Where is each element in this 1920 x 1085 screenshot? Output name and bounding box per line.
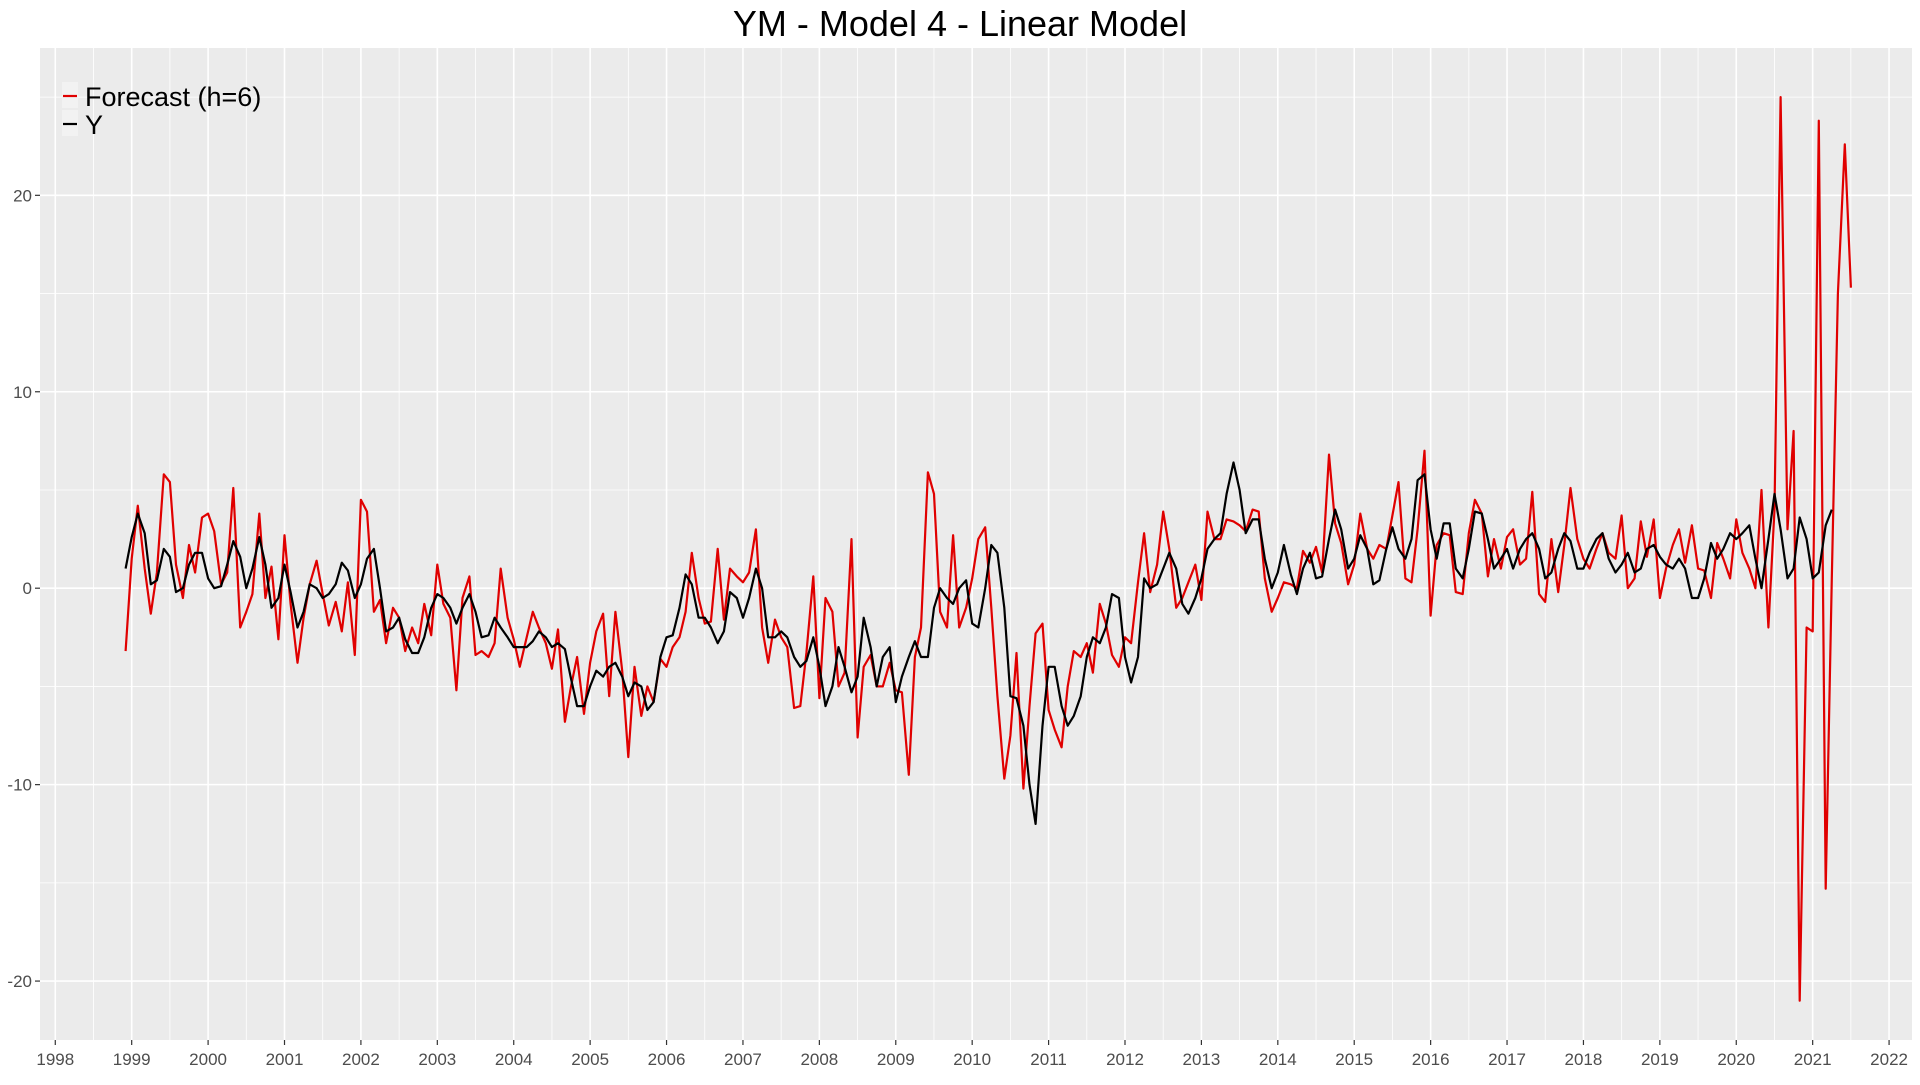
series-layer bbox=[124, 96, 1852, 1002]
y-tick-label: 0 bbox=[23, 579, 32, 598]
y-tick-label: -20 bbox=[7, 972, 32, 991]
x-tick-label: 2000 bbox=[189, 1050, 227, 1069]
y-axis: -20 -10 0 10 20 bbox=[7, 186, 40, 991]
x-tick-label: 2012 bbox=[1106, 1050, 1144, 1069]
x-tick-label: 2009 bbox=[877, 1050, 915, 1069]
plot-panel bbox=[40, 48, 1912, 1040]
x-tick-label: 2005 bbox=[571, 1050, 609, 1069]
x-tick-label: 2010 bbox=[953, 1050, 991, 1069]
x-tick-label: 1999 bbox=[113, 1050, 151, 1069]
x-tick-label: 2006 bbox=[648, 1050, 686, 1069]
x-tick-label: 2007 bbox=[724, 1050, 762, 1069]
x-tick-label: 2018 bbox=[1565, 1050, 1603, 1069]
x-tick-label: 1998 bbox=[36, 1050, 74, 1069]
x-tick-label: 2016 bbox=[1412, 1050, 1450, 1069]
grid-major bbox=[40, 48, 1912, 1040]
legend: Forecast (h=6)Y bbox=[62, 82, 261, 140]
y-tick-label: 20 bbox=[13, 186, 32, 205]
legend-label-forecast: Forecast (h=6) bbox=[85, 82, 261, 112]
x-tick-label: 2001 bbox=[266, 1050, 304, 1069]
x-tick-label: 2014 bbox=[1259, 1050, 1297, 1069]
x-tick-label: 2022 bbox=[1870, 1050, 1908, 1069]
x-tick-label: 2011 bbox=[1030, 1050, 1067, 1069]
x-tick-label: 2008 bbox=[800, 1050, 838, 1069]
x-tick-label: 2021 bbox=[1794, 1050, 1832, 1069]
x-tick-label: 2004 bbox=[495, 1050, 533, 1069]
x-axis: 1998 1999 2000 2001 2002 2003 2004 2005 2006 2007… bbox=[36, 1040, 1908, 1069]
grid-minor bbox=[40, 48, 1912, 1040]
x-tick-label: 2003 bbox=[418, 1050, 456, 1069]
x-tick-label: 2013 bbox=[1182, 1050, 1220, 1069]
series-line-y bbox=[124, 461, 1833, 825]
y-tick-label: -10 bbox=[7, 776, 32, 795]
x-tick-label: 2015 bbox=[1335, 1050, 1373, 1069]
legend-label-y: Y bbox=[85, 110, 103, 140]
y-tick-label: 10 bbox=[13, 383, 32, 402]
x-tick-label: 2019 bbox=[1641, 1050, 1679, 1069]
x-tick-label: 2002 bbox=[342, 1050, 380, 1069]
x-tick-label: 2020 bbox=[1717, 1050, 1755, 1069]
chart-title: YM - Model 4 - Linear Model bbox=[733, 3, 1187, 44]
x-tick-label: 2017 bbox=[1488, 1050, 1526, 1069]
